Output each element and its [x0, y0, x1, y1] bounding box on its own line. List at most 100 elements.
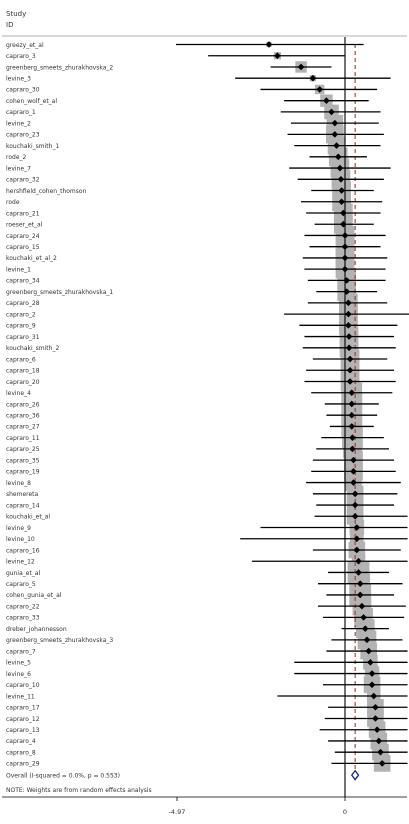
study-label: capraro_24 [6, 233, 40, 240]
point-estimate [328, 108, 335, 116]
point-estimate [341, 243, 349, 250]
study-label: capraro_26 [6, 401, 40, 408]
point-estimate [378, 760, 386, 767]
overall-diamond [350, 769, 360, 781]
study-label: capraro_8 [6, 749, 36, 756]
point-estimate [345, 310, 352, 318]
study-label: capraro_16 [6, 547, 40, 554]
point-estimate [323, 97, 330, 104]
study-label: capraro_11 [6, 435, 40, 442]
study-label: kouchaki_et_al_2 [6, 255, 57, 262]
study-label: levine_8 [6, 480, 31, 487]
point-estimate [355, 557, 362, 565]
point-estimate [333, 142, 340, 149]
study-label: greenberg_smeets_zhurakhovska_2 [6, 64, 113, 71]
point-estimate [338, 187, 345, 194]
study-labels: greezy_et_al capraro_3 greenberg_smeets_zh… [6, 42, 113, 768]
study-label: capraro_9 [6, 323, 36, 330]
point-estimate [350, 479, 357, 486]
study-label: hershfield_cohen_thomson [6, 188, 87, 195]
study-column-header: Study [6, 10, 26, 18]
study-label: capraro_23 [6, 132, 40, 139]
study-label: capraro_29 [6, 761, 40, 768]
point-estimate [341, 254, 349, 262]
study-label: kouchaki_smith_1 [6, 143, 59, 150]
id-column-header: ID [6, 21, 13, 29]
point-estimate [363, 636, 371, 644]
point-estimate [340, 220, 347, 228]
study-label: shemereta [6, 491, 39, 498]
point-estimate [331, 131, 339, 138]
x-axis: -4.97 0 [2, 796, 407, 816]
point-estimate [356, 580, 364, 587]
point-estimate [372, 703, 379, 711]
point-estimate [350, 456, 357, 464]
point-estimate [353, 535, 361, 543]
point-estimate [336, 164, 344, 172]
point-estimate [337, 175, 345, 183]
study-label: capraro_5 [6, 581, 36, 588]
point-estimate [346, 355, 354, 363]
study-label: rode_2 [6, 154, 27, 161]
study-label: capraro_36 [6, 412, 40, 419]
overall-label: Overall (I-squared = 0.0%, p = 0.553) [6, 772, 120, 779]
weights-note: NOTE: Weights are from random effects an… [6, 787, 152, 794]
study-label: levine_6 [6, 671, 31, 678]
point-estimate [348, 389, 356, 397]
study-label: capraro_21 [6, 210, 40, 217]
point-estimate [370, 692, 378, 700]
study-label: kouchaki_smith_2 [6, 345, 59, 352]
point-estimate [297, 63, 305, 71]
point-estimate [316, 86, 323, 93]
point-estimate [367, 659, 374, 666]
study-label: capraro_4 [6, 738, 36, 745]
study-label: capraro_13 [6, 727, 40, 734]
study-label: capraro_30 [6, 87, 40, 94]
point-estimate [341, 265, 349, 273]
study-label: levine_9 [6, 525, 31, 532]
point-estimate [348, 423, 356, 430]
study-label: capraro_15 [6, 244, 40, 251]
point-estimate [351, 490, 359, 498]
study-label: capraro_20 [6, 379, 40, 386]
point-estimate [375, 737, 383, 745]
study-label: levine_1 [6, 266, 31, 273]
point-estimate [274, 52, 281, 60]
study-label: dreber_johannesson [6, 626, 67, 633]
study-label: capraro_34 [6, 278, 40, 285]
study-label: capraro_12 [6, 716, 40, 723]
study-label: levine_7 [6, 165, 31, 172]
study-label: capraro_32 [6, 177, 40, 184]
study-label: roeser_et_al [6, 222, 43, 229]
study-label: capraro_18 [6, 368, 40, 375]
study-label: greezy_et_al [6, 42, 44, 49]
point-estimate [350, 468, 357, 475]
point-estimate [349, 434, 356, 441]
point-estimate [348, 400, 356, 408]
x-tick-label: 0 [343, 808, 347, 816]
study-label: cohen_wolf_et_al [6, 98, 57, 105]
study-label: capraro_31 [6, 334, 40, 341]
reference-lines [344, 37, 356, 797]
study-label: capraro_2 [6, 311, 36, 318]
study-label: levine_2 [6, 120, 31, 127]
point-estimate [346, 378, 354, 385]
point-estimate [355, 569, 362, 576]
study-label: cohen_gunia_et_al [6, 592, 62, 599]
study-label: levine_12 [6, 559, 35, 566]
point-estimate [345, 333, 353, 340]
point-estimate [345, 344, 353, 352]
study-label: levine_4 [6, 390, 31, 397]
point-estimate [351, 501, 359, 509]
study-label: kouchaki_et_al [6, 514, 50, 521]
study-label: rode [6, 199, 20, 206]
point-estimate [343, 288, 350, 295]
study-label: levine_5 [6, 660, 31, 667]
point-estimate [343, 277, 350, 284]
point-estimate [338, 198, 345, 206]
point-estimate [377, 748, 384, 756]
point-estimate [309, 74, 317, 82]
point-estimate [368, 670, 376, 677]
point-estimate [353, 524, 361, 531]
